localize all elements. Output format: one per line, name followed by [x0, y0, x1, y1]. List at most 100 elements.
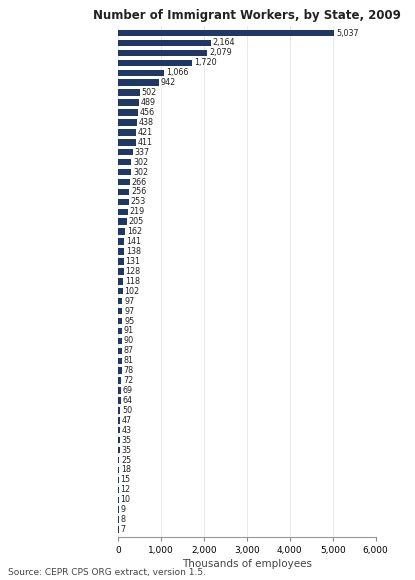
Text: 456: 456 [139, 108, 155, 117]
Text: 10: 10 [120, 495, 130, 504]
Bar [118, 30, 334, 37]
Bar [118, 119, 137, 126]
Text: 95: 95 [124, 317, 134, 325]
Title: Number of Immigrant Workers, by State, 2009: Number of Immigrant Workers, by State, 2… [93, 9, 401, 22]
Bar [118, 487, 119, 493]
Text: 8: 8 [120, 515, 125, 524]
Text: 131: 131 [126, 257, 141, 266]
Text: Source: CEPR CPS ORG extract, version 1.5.: Source: CEPR CPS ORG extract, version 1.… [8, 568, 206, 577]
Text: 128: 128 [125, 267, 141, 276]
Bar [118, 467, 119, 473]
Text: 141: 141 [126, 237, 141, 246]
Bar [118, 357, 122, 364]
Bar [118, 427, 120, 433]
Bar [118, 229, 125, 235]
Text: 72: 72 [123, 376, 133, 385]
Text: 90: 90 [124, 336, 134, 345]
Text: 102: 102 [124, 287, 139, 296]
Text: 97: 97 [124, 307, 134, 316]
Text: 219: 219 [129, 207, 145, 216]
Bar [118, 79, 159, 86]
Text: 50: 50 [122, 406, 132, 415]
Text: 18: 18 [121, 466, 131, 474]
Text: 69: 69 [123, 386, 133, 395]
Text: 302: 302 [133, 158, 148, 166]
Text: 15: 15 [121, 476, 131, 484]
Text: 35: 35 [122, 436, 132, 445]
Text: 253: 253 [131, 197, 146, 206]
Bar [118, 338, 122, 344]
Bar [118, 407, 120, 414]
Bar [118, 60, 192, 66]
X-axis label: Thousands of employees: Thousands of employees [182, 559, 312, 569]
Bar [118, 209, 128, 215]
Bar [118, 219, 127, 225]
Text: 7: 7 [120, 525, 125, 534]
Text: 12: 12 [120, 485, 131, 494]
Text: 64: 64 [123, 396, 133, 405]
Bar [118, 288, 123, 295]
Bar [118, 198, 129, 205]
Text: 411: 411 [138, 138, 153, 147]
Bar [118, 457, 120, 463]
Bar [118, 129, 137, 136]
Bar [118, 179, 129, 185]
Bar [118, 109, 138, 116]
Bar [118, 188, 129, 195]
Text: 256: 256 [131, 187, 146, 197]
Bar [118, 397, 121, 404]
Text: 87: 87 [124, 346, 134, 356]
Bar [118, 437, 120, 443]
Text: 502: 502 [142, 88, 157, 97]
Bar [118, 417, 120, 423]
Text: 162: 162 [127, 227, 142, 236]
Text: 2,164: 2,164 [213, 38, 235, 48]
Bar [118, 308, 122, 314]
Bar [118, 368, 122, 374]
Bar [118, 50, 208, 56]
Text: 25: 25 [121, 455, 131, 465]
Text: 138: 138 [126, 247, 141, 256]
Bar [118, 347, 122, 354]
Text: 1,720: 1,720 [194, 59, 216, 67]
Text: 205: 205 [129, 218, 144, 226]
Bar [118, 496, 119, 503]
Text: 302: 302 [133, 168, 148, 176]
Text: 942: 942 [160, 78, 176, 87]
Bar [118, 278, 123, 285]
Text: 1,066: 1,066 [166, 68, 188, 77]
Text: 489: 489 [141, 98, 156, 107]
Text: 118: 118 [125, 277, 140, 286]
Bar [118, 477, 119, 483]
Bar [118, 159, 131, 165]
Bar [118, 268, 124, 274]
Bar [118, 70, 164, 76]
Bar [118, 447, 120, 454]
Text: 81: 81 [124, 356, 134, 365]
Text: 97: 97 [124, 296, 134, 306]
Text: 266: 266 [132, 177, 146, 187]
Text: 91: 91 [124, 327, 134, 335]
Text: 9: 9 [120, 505, 125, 514]
Text: 421: 421 [138, 128, 153, 137]
Bar [118, 99, 139, 106]
Bar [118, 298, 122, 304]
Bar [118, 258, 124, 264]
Text: 35: 35 [122, 445, 132, 455]
Text: 438: 438 [139, 118, 154, 127]
Bar [118, 248, 124, 255]
Text: 2,079: 2,079 [209, 48, 232, 57]
Text: 47: 47 [122, 416, 132, 425]
Text: 337: 337 [134, 148, 149, 157]
Bar [118, 328, 122, 334]
Text: 43: 43 [122, 426, 132, 435]
Bar [118, 89, 140, 96]
Bar [118, 318, 122, 324]
Bar [118, 378, 121, 384]
Bar [118, 139, 136, 146]
Text: 5,037: 5,037 [336, 28, 359, 38]
Text: 78: 78 [123, 366, 134, 375]
Bar [118, 387, 121, 394]
Bar [118, 149, 133, 155]
Bar [118, 169, 131, 175]
